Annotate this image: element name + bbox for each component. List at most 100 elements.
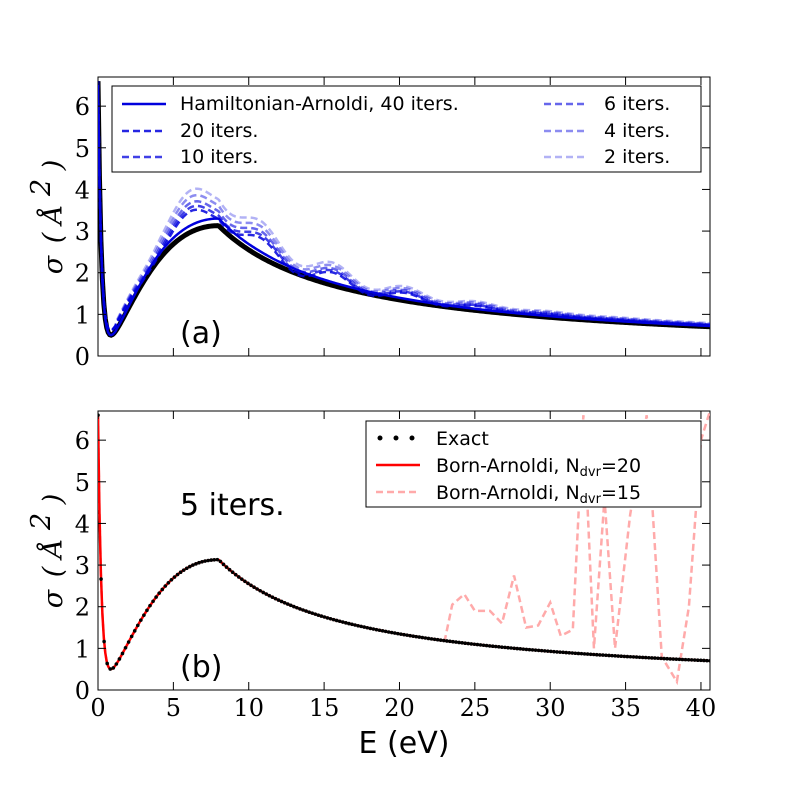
exact-point — [151, 599, 155, 604]
exact-point — [631, 655, 636, 659]
exact-point — [542, 649, 547, 653]
ytick-label-a-2: 2 — [75, 260, 90, 288]
exact-point — [643, 655, 648, 660]
exact-point — [555, 650, 559, 654]
exact-point — [181, 568, 186, 572]
exact-point — [539, 648, 544, 653]
exact-point — [604, 653, 608, 658]
exact-point — [197, 560, 201, 565]
exact-point — [169, 578, 174, 582]
exact-point — [145, 608, 149, 613]
panel-b-ylabel: σ ( Å 2 ) — [26, 494, 69, 609]
exact-point — [328, 616, 333, 621]
exact-point — [301, 608, 305, 612]
legend-a-entry-2: 20 iters. — [180, 120, 258, 142]
series-a-2 — [98, 81, 710, 332]
exact-point — [295, 605, 299, 610]
exact-point — [218, 559, 223, 564]
exact-point — [102, 639, 106, 644]
exact-point — [692, 658, 697, 662]
panel-a-legend: Hamiltonian-Arnoldi, 40 iters. 20 iters.… — [111, 85, 702, 173]
exact-point — [622, 654, 627, 659]
xtick-label-1: 5 — [166, 694, 181, 722]
panel-b-label: (b) — [180, 650, 222, 685]
exact-point — [191, 563, 195, 567]
exact-point — [662, 656, 666, 661]
exact-point — [221, 562, 226, 567]
exact-point — [215, 557, 220, 562]
exact-point — [695, 658, 700, 662]
exact-point — [240, 577, 244, 581]
ytick-label-a-0: 0 — [75, 343, 90, 371]
exact-point — [386, 630, 391, 634]
panel-b-xtick-labels: 0 5 10 15 20 25 30 35 40 — [90, 694, 716, 722]
exact-point — [117, 657, 122, 661]
exact-point — [674, 657, 679, 661]
exact-point — [304, 609, 308, 613]
exact-point — [288, 603, 293, 608]
exact-point — [105, 661, 109, 666]
panel-a-ylabel: σ ( Å 2 ) — [26, 160, 69, 275]
xtick-label-2: 10 — [233, 694, 264, 722]
panel-a-ticks — [97, 77, 710, 357]
exact-point — [316, 613, 321, 617]
exact-point — [448, 639, 452, 644]
exact-point — [460, 641, 464, 645]
exact-point — [120, 651, 125, 656]
exact-point — [500, 645, 504, 649]
exact-point — [285, 602, 290, 606]
exact-point — [702, 658, 706, 663]
exact-point — [441, 638, 446, 643]
exact-point — [178, 570, 183, 575]
panel-a-ytick-labels: 0 1 2 3 4 5 6 — [75, 93, 90, 371]
exact-point — [371, 627, 376, 631]
exact-point — [656, 656, 660, 661]
exact-point — [484, 643, 489, 648]
legend-b-entry-1: Exact — [436, 428, 489, 450]
exact-point — [307, 610, 311, 614]
legend-a-entry-4: 6 iters. — [604, 93, 670, 115]
exact-point — [108, 667, 113, 671]
exact-point — [659, 656, 663, 661]
ytick-label-b-3: 3 — [75, 552, 90, 580]
exact-point — [601, 653, 605, 657]
exact-point — [157, 591, 161, 595]
ytick-label-b-6: 6 — [75, 427, 90, 455]
exact-point — [148, 603, 152, 608]
exact-point — [166, 581, 171, 585]
exact-point — [594, 652, 599, 657]
exact-point — [668, 657, 673, 661]
exact-point — [99, 577, 103, 581]
exact-point — [175, 572, 180, 577]
exact-point — [634, 655, 639, 659]
xtick-label-0: 0 — [90, 694, 105, 722]
exact-point — [454, 640, 458, 644]
exact-point — [463, 641, 468, 646]
exact-point — [708, 658, 710, 663]
ytick-label-b-4: 4 — [75, 510, 90, 538]
exact-point — [689, 658, 694, 662]
exact-point — [319, 614, 324, 618]
exact-point — [567, 651, 572, 655]
exact-point — [261, 590, 266, 595]
series-a-0 — [98, 81, 710, 337]
exact-point — [334, 618, 339, 623]
exact-point — [389, 630, 394, 635]
exact-point — [230, 570, 235, 575]
panel-b: 0 1 2 3 4 5 6 0 5 10 15 20 25 30 35 40 σ ( Å 2 ) E (eV… — [26, 410, 716, 761]
exact-point — [616, 654, 620, 658]
exact-point — [282, 601, 287, 605]
exact-point — [524, 647, 529, 652]
exact-point — [267, 593, 272, 598]
exact-point — [533, 648, 538, 652]
exact-point — [490, 644, 495, 649]
exact-point — [451, 639, 455, 644]
panel-a-curves — [98, 81, 710, 338]
exact-point — [172, 575, 177, 579]
panel-b-legend-box — [365, 420, 702, 508]
exact-point — [405, 633, 409, 637]
exact-point — [558, 650, 562, 654]
exact-point — [126, 640, 131, 644]
panel-b-curves — [98, 411, 710, 686]
exact-point — [325, 616, 330, 620]
